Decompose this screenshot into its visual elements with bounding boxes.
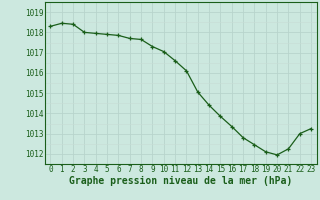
X-axis label: Graphe pression niveau de la mer (hPa): Graphe pression niveau de la mer (hPa)	[69, 176, 292, 186]
